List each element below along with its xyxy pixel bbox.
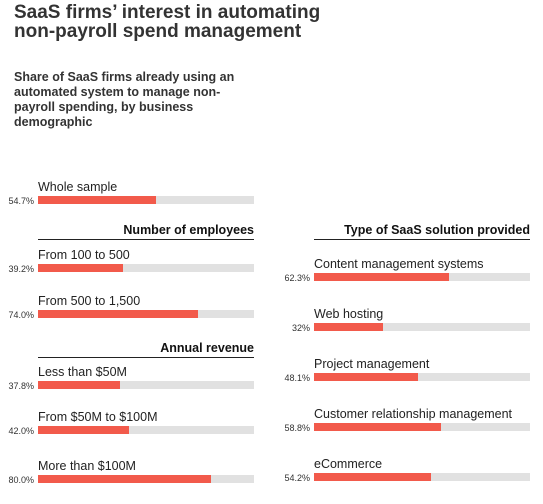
section-header: Annual revenue (38, 341, 254, 358)
bar-label: Customer relationship management (314, 407, 513, 421)
bar (38, 196, 157, 204)
bar-label: From 500 to 1,500 (38, 294, 141, 308)
bar-label: Content management systems (314, 257, 484, 271)
bar-label: More than $100M (38, 459, 136, 473)
bar (38, 310, 198, 318)
bar (314, 423, 441, 431)
bar-value-label: 37.8% (8, 381, 34, 391)
bar-value-label: 54.2% (284, 473, 310, 483)
bar-value-label: 62.3% (284, 273, 310, 283)
bar-value-label: 42.0% (8, 426, 34, 436)
chart-subtitle: Share of SaaS firms already using an aut… (14, 70, 235, 129)
bar (38, 264, 123, 272)
bar-value-label: 32% (291, 323, 310, 333)
bar-track (38, 475, 254, 483)
bar-track (38, 196, 254, 204)
bar (38, 426, 129, 434)
bar-label: Web hosting (314, 307, 384, 321)
bar (314, 373, 418, 381)
bar-track (314, 323, 530, 331)
section-header: Number of employees (38, 223, 254, 240)
chart-title: SaaS firms’ interest in automating non-p… (14, 2, 321, 42)
bar (314, 473, 432, 481)
bar-value-label: 74.0% (8, 310, 34, 320)
bar-label: From 100 to 500 (38, 248, 130, 262)
bar (314, 273, 449, 281)
bar-value-label: 48.1% (284, 373, 310, 383)
bar-track (314, 473, 530, 481)
bar-track (314, 273, 530, 281)
bar-track (38, 310, 254, 318)
bar-label: Whole sample (38, 180, 118, 194)
bar (38, 475, 211, 483)
bar-track (38, 426, 254, 434)
bar-track (314, 423, 530, 431)
bar-label: Less than $50M (38, 365, 127, 379)
section-header: Type of SaaS solution provided (314, 223, 530, 240)
bar-track (314, 373, 530, 381)
bar-label: Project management (314, 357, 430, 371)
bar-track (38, 264, 254, 272)
bar-value-label: 80.0% (8, 475, 34, 485)
bar-track (38, 381, 254, 389)
bar-label: From $50M to $100M (38, 410, 158, 424)
bar-label: eCommerce (314, 457, 383, 471)
bar (38, 381, 120, 389)
bar-value-label: 39.2% (8, 264, 34, 274)
bar-value-label: 54.7% (8, 196, 34, 206)
bar-value-label: 58.8% (284, 423, 310, 433)
bar (314, 323, 384, 331)
